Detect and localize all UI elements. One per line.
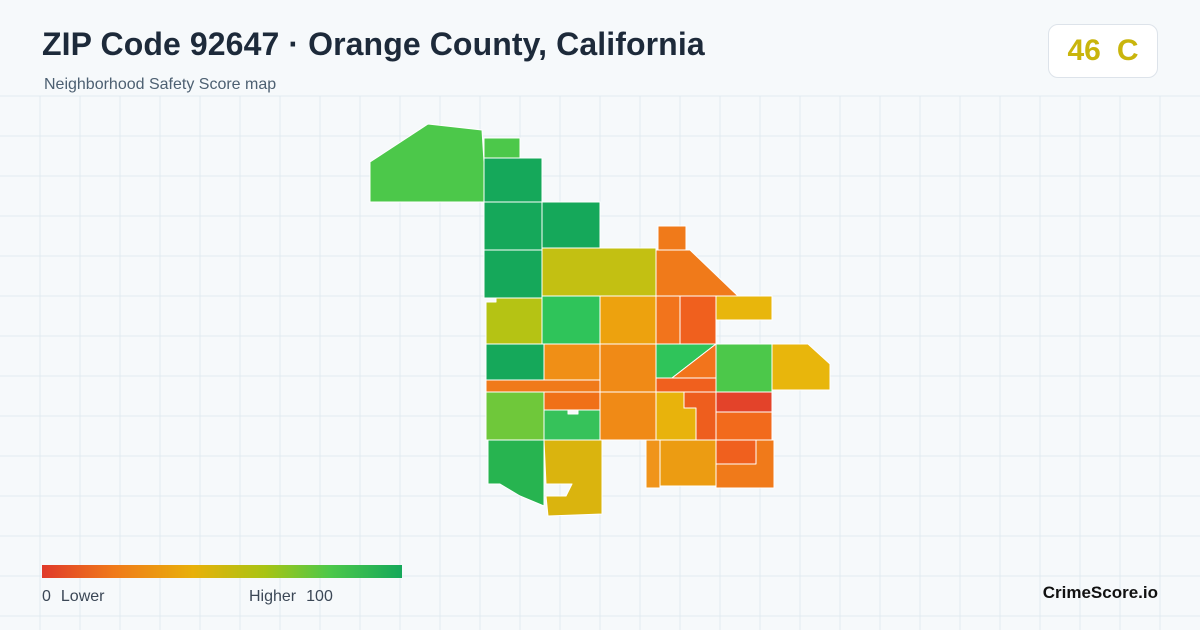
- map-tract[interactable]: [655, 249, 739, 297]
- page-subtitle: Neighborhood Safety Score map: [44, 76, 277, 93]
- map-tract[interactable]: [599, 343, 657, 393]
- legend-high-value: 100: [306, 588, 333, 605]
- map-tract[interactable]: [485, 343, 545, 381]
- legend-low: 0 Lower: [42, 588, 104, 606]
- map-tract[interactable]: [715, 411, 773, 441]
- map-tract[interactable]: [599, 295, 657, 345]
- map-tract[interactable]: [543, 439, 603, 517]
- map-tract[interactable]: [543, 343, 601, 381]
- map-tract[interactable]: [541, 201, 601, 249]
- safety-score-badge: 46 C: [1048, 24, 1158, 78]
- page-title: ZIP Code 92647 · Orange County, Californ…: [42, 26, 705, 62]
- map-tract[interactable]: [541, 295, 601, 345]
- map-tract[interactable]: [655, 295, 681, 345]
- map-tract[interactable]: [771, 343, 831, 391]
- map-tract[interactable]: [483, 249, 543, 299]
- legend-low-value: 0: [42, 588, 51, 605]
- score-grade: C: [1116, 34, 1139, 67]
- brand-logo-text[interactable]: CrimeScore.io: [1042, 583, 1158, 602]
- map-tract[interactable]: [369, 123, 485, 203]
- map-tract[interactable]: [599, 391, 657, 441]
- map-tract[interactable]: [715, 343, 773, 393]
- map-tract[interactable]: [487, 439, 545, 507]
- legend-low-label: Lower: [60, 588, 105, 605]
- map-tract[interactable]: [655, 377, 717, 393]
- map-tract[interactable]: [715, 295, 773, 321]
- map-tract[interactable]: [483, 157, 543, 203]
- map-tract[interactable]: [485, 391, 545, 441]
- map-tract[interactable]: [543, 409, 601, 441]
- map-tract[interactable]: [645, 439, 661, 489]
- map-tract[interactable]: [485, 379, 601, 393]
- map-tract[interactable]: [483, 137, 521, 159]
- legend-high: Higher 100: [249, 588, 333, 606]
- map-tract[interactable]: [657, 225, 687, 251]
- map-tract[interactable]: [485, 297, 543, 345]
- legend-gradient-bar: [42, 565, 402, 578]
- map-tract[interactable]: [541, 247, 657, 297]
- legend-high-label: Higher: [249, 588, 297, 605]
- map-tract[interactable]: [715, 391, 773, 413]
- map-tract[interactable]: [483, 201, 543, 251]
- score-value: 46: [1067, 34, 1101, 67]
- map-tract[interactable]: [715, 439, 757, 465]
- map-tract[interactable]: [659, 439, 717, 487]
- map-tract[interactable]: [715, 439, 775, 489]
- map-tract[interactable]: [543, 391, 601, 411]
- map-tract[interactable]: [679, 295, 717, 345]
